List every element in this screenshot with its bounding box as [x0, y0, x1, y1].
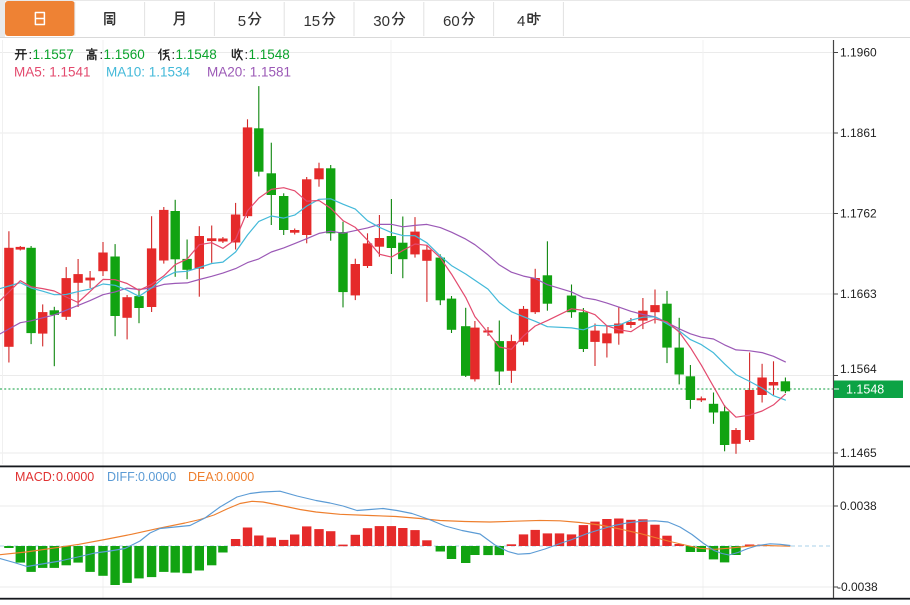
svg-text:0.0000: 0.0000 — [56, 470, 94, 484]
svg-text:1.1548: 1.1548 — [249, 47, 290, 62]
svg-text:1.1557: 1.1557 — [33, 47, 74, 62]
svg-text::: : — [172, 47, 176, 62]
svg-text:15: 15 — [303, 13, 320, 30]
svg-text:1.1861: 1.1861 — [840, 126, 877, 140]
svg-text::: : — [29, 47, 33, 62]
svg-text:1.1762: 1.1762 — [840, 207, 877, 221]
svg-text:1.1564: 1.1564 — [840, 362, 877, 376]
svg-text::: : — [100, 47, 104, 62]
svg-text:DEA:: DEA: — [188, 470, 217, 484]
svg-text:60: 60 — [443, 13, 460, 30]
svg-text:1.1560: 1.1560 — [104, 47, 145, 62]
svg-text:4: 4 — [517, 13, 525, 30]
svg-text:0.0038: 0.0038 — [840, 499, 877, 513]
svg-text:MA20: 1.1581: MA20: 1.1581 — [207, 65, 291, 80]
svg-text:-0.0038: -0.0038 — [837, 580, 878, 594]
svg-text:MACD:: MACD: — [15, 470, 55, 484]
svg-text:MA5: 1.1541: MA5: 1.1541 — [14, 65, 91, 80]
svg-text:MA10: 1.1534: MA10: 1.1534 — [106, 65, 191, 80]
svg-text:1.1960: 1.1960 — [840, 46, 877, 60]
svg-text::: : — [245, 47, 249, 62]
svg-text:DIFF:: DIFF: — [107, 470, 138, 484]
svg-text:1.1663: 1.1663 — [840, 287, 877, 301]
svg-text:5: 5 — [238, 13, 246, 30]
svg-text:0.0000: 0.0000 — [138, 470, 176, 484]
svg-text:1.1548: 1.1548 — [846, 383, 884, 397]
svg-text:1.1465: 1.1465 — [840, 446, 877, 460]
svg-text:0.0000: 0.0000 — [216, 470, 254, 484]
svg-text:1.1548: 1.1548 — [176, 47, 217, 62]
svg-text:30: 30 — [373, 13, 390, 30]
